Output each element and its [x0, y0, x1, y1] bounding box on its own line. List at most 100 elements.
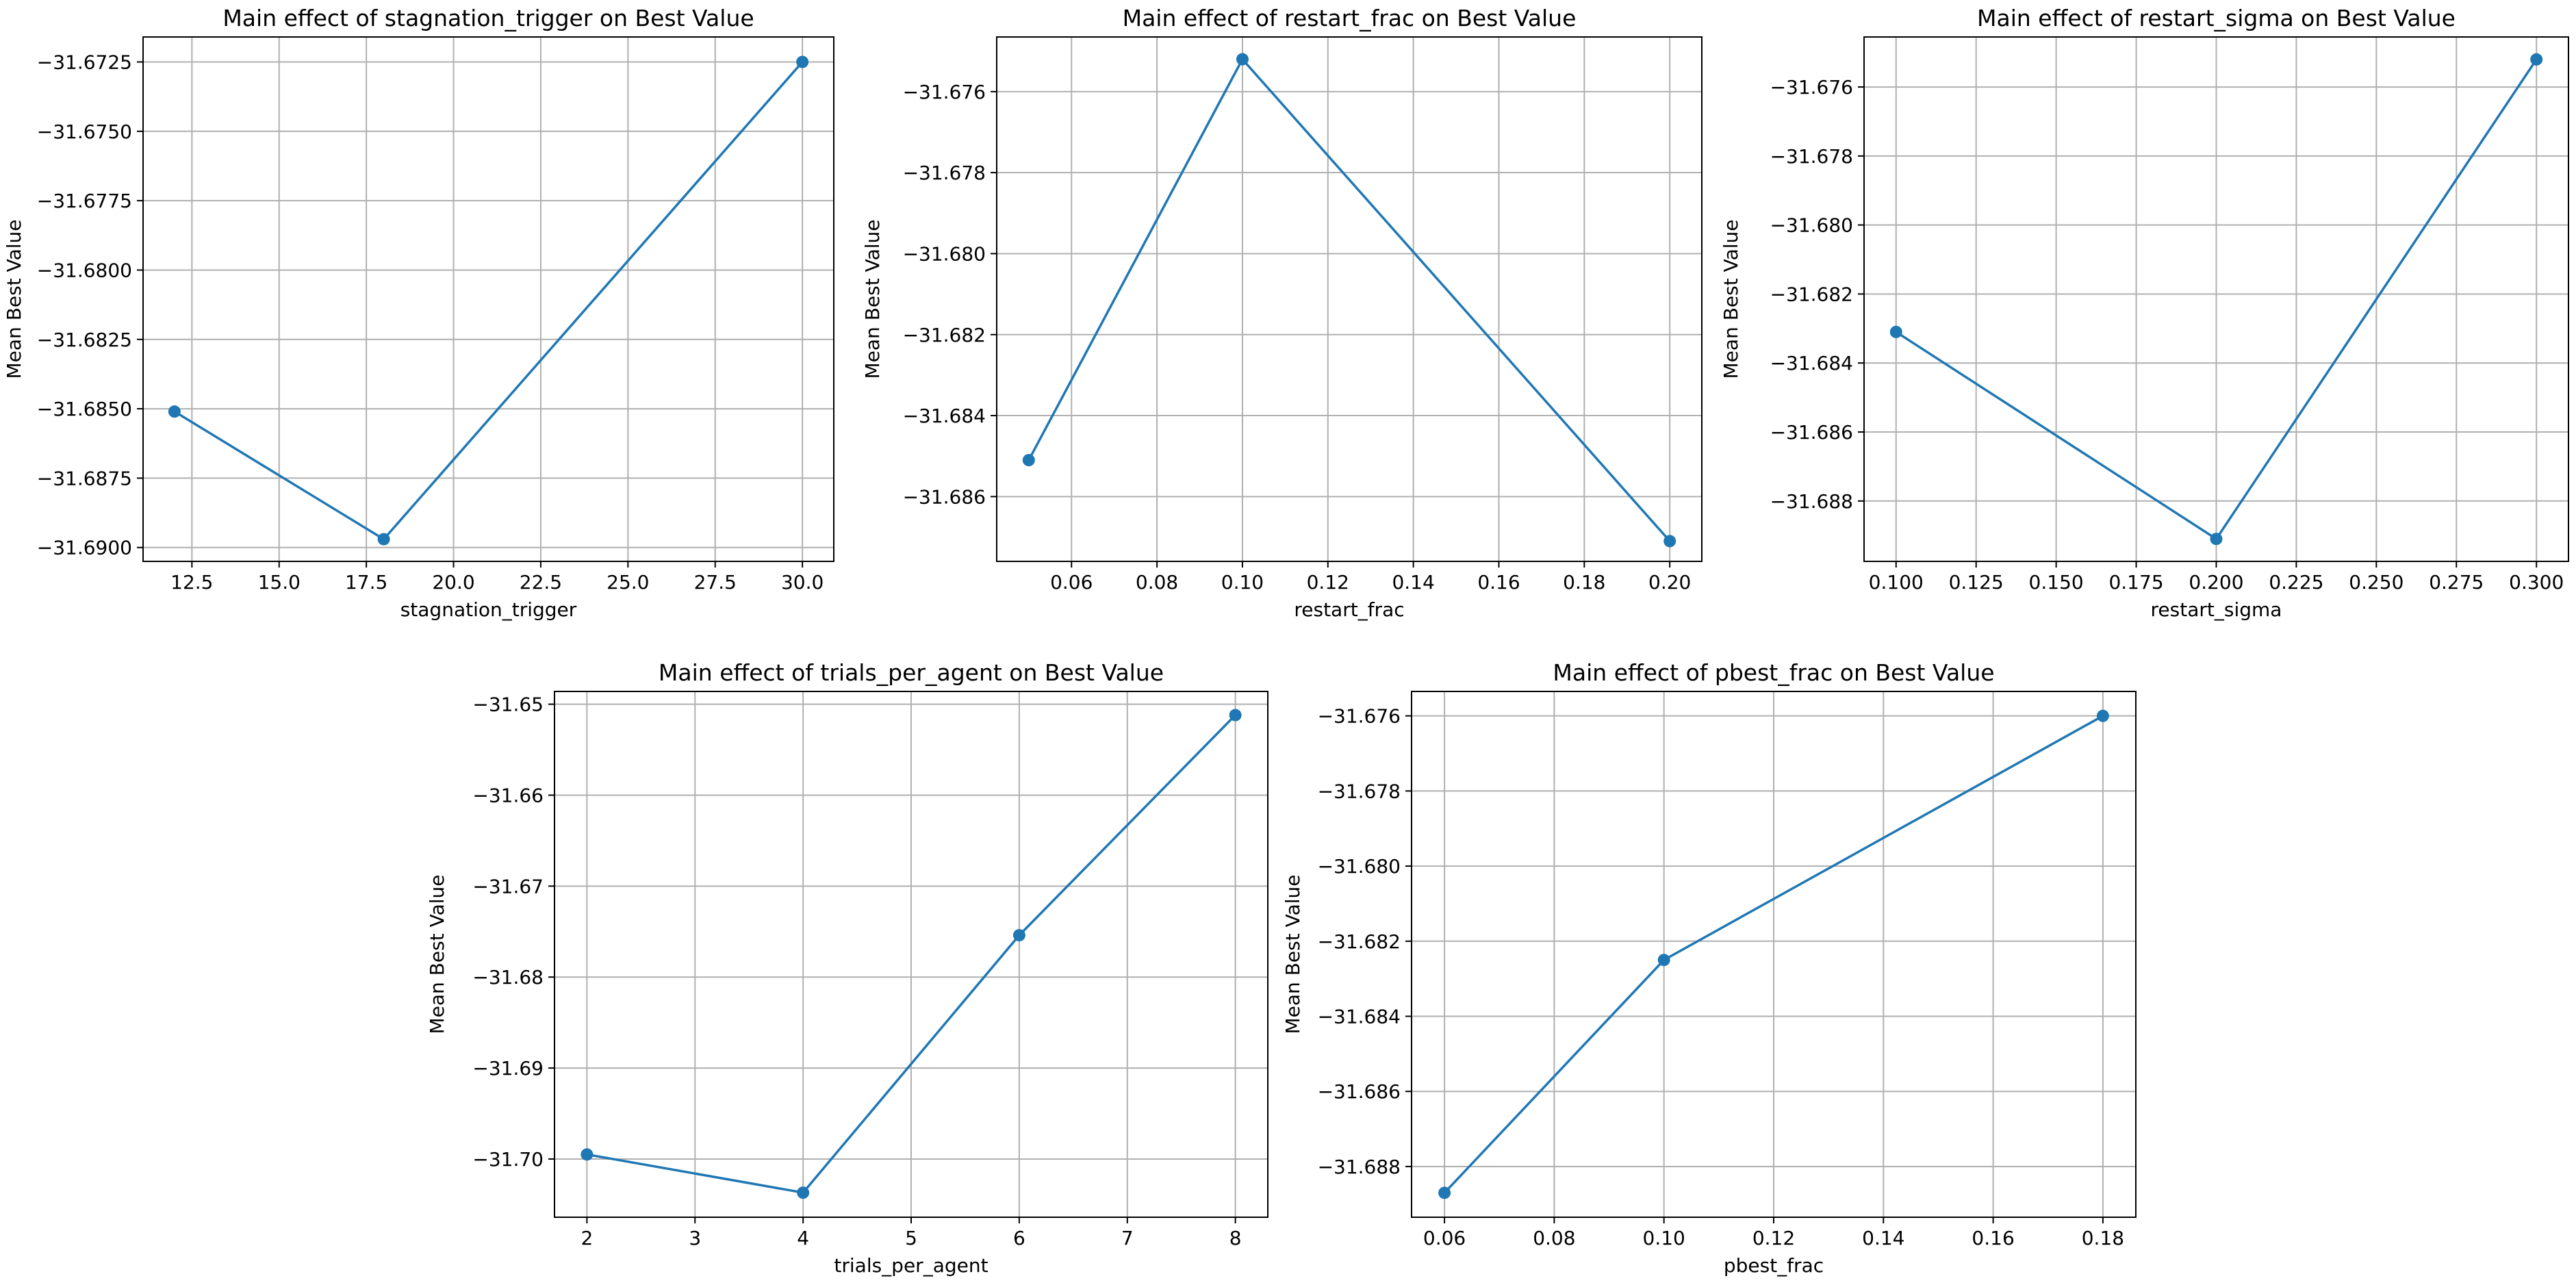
y-tick-label: −31.680: [1318, 855, 1401, 878]
plot-frame: [1863, 36, 2569, 562]
y-tick-label: −31.678: [1770, 145, 1853, 168]
data-point: [797, 1186, 810, 1199]
y-tick-label: −31.67: [472, 875, 544, 898]
y-tick-label: −31.6725: [37, 51, 132, 73]
data-point: [1229, 709, 1242, 722]
plot-frame: [1411, 691, 2137, 1218]
x-tick-label: 0.200: [2189, 571, 2243, 594]
y-tick-label: −31.6750: [37, 120, 132, 143]
chart-stagnation-trigger: 12.5 15.0 17.5 20.0 22.5 25.0 27.5 30.0 −31.6900…: [3, 5, 834, 621]
x-tick-label: 25.0: [607, 571, 649, 594]
series-line: [587, 714, 1236, 1194]
x-tick-label: 0.14: [1862, 1227, 1904, 1249]
x-tick-label: 0.14: [1392, 571, 1434, 594]
y-tick-label: −31.684: [903, 405, 986, 427]
x-tick-label: 0.100: [1869, 571, 1924, 594]
data-point: [1012, 929, 1025, 942]
data-point: [1022, 454, 1035, 467]
x-tick-label: 0.18: [1563, 571, 1605, 594]
y-tick-label: −31.66: [472, 784, 544, 806]
y-tick-label: −31.678: [903, 162, 986, 184]
x-axis-label: pbest_frac: [1724, 1254, 1824, 1277]
chart-trials-per-agent: 2 3 4 5 6 7 8 −31.70 −31.69 −31.68 −31.67 −31.66 −31…: [426, 659, 1268, 1277]
x-tick-label: 0.12: [1752, 1227, 1795, 1249]
y-tick-label: −31.676: [903, 81, 986, 103]
y-tick-label: −31.688: [1770, 490, 1853, 513]
x-axis-label: restart_sigma: [2151, 598, 2282, 621]
y-tick-label: −31.65: [472, 694, 544, 716]
data-point: [1438, 1186, 1451, 1199]
data-point: [2530, 53, 2543, 66]
y-tick-label: −31.686: [903, 485, 986, 508]
x-tick-label: 0.300: [2509, 571, 2564, 594]
chart-title: Main effect of restart_frac on Best Valu…: [1123, 5, 1577, 31]
plot-frame: [554, 691, 1268, 1218]
x-tick-label: 0.125: [1949, 571, 2004, 594]
x-tick-label: 0.16: [1477, 571, 1520, 594]
y-axis-label: Mean Best Value: [861, 220, 884, 379]
data-point: [1236, 53, 1249, 66]
plot-frame: [996, 36, 1703, 562]
x-tick-label: 0.150: [2029, 571, 2084, 594]
y-tick-label: −31.676: [1318, 705, 1401, 728]
y-tick-label: −31.682: [1770, 283, 1853, 305]
x-tick-label: 4: [797, 1227, 809, 1249]
x-tick-label: 0.18: [2082, 1227, 2124, 1249]
x-tick-label: 6: [1013, 1227, 1025, 1249]
x-axis-label: stagnation_trigger: [400, 598, 577, 621]
y-tick-label: −31.6900: [37, 537, 132, 559]
data-point: [2096, 709, 2109, 722]
x-tick-label: 2: [581, 1227, 593, 1249]
x-tick-label: 27.5: [694, 571, 737, 594]
x-tick-label: 0.275: [2429, 571, 2484, 594]
y-tick-label: −31.6825: [37, 329, 132, 351]
x-tick-label: 5: [905, 1227, 917, 1249]
chart-restart-sigma: 0.100 0.125 0.150 0.175 0.200 0.225 0.250 0.275…: [1720, 5, 2569, 621]
x-tick-label: 20.0: [432, 571, 474, 594]
x-tick-label: 7: [1121, 1227, 1134, 1249]
y-tick-label: −31.676: [1770, 76, 1853, 99]
x-tick-label: 0.10: [1221, 571, 1264, 594]
y-axis-label: Mean Best Value: [1281, 875, 1304, 1034]
y-tick-label: −31.680: [903, 242, 986, 265]
chart-title: Main effect of restart_sigma on Best Val…: [1977, 5, 2456, 31]
x-tick-label: 3: [689, 1227, 701, 1249]
data-point: [168, 405, 181, 418]
data-point: [581, 1148, 594, 1161]
x-axis-label: restart_frac: [1294, 598, 1404, 621]
y-tick-label: −31.688: [1318, 1156, 1401, 1178]
data-point: [1889, 325, 1902, 338]
y-tick-label: −31.6875: [37, 467, 132, 489]
y-tick-label: −31.6775: [37, 190, 132, 212]
y-axis-label: Mean Best Value: [3, 220, 25, 379]
x-tick-label: 30.0: [781, 571, 824, 594]
y-tick-label: −31.682: [1318, 930, 1401, 953]
x-tick-label: 0.10: [1643, 1227, 1685, 1249]
x-tick-label: 0.16: [1972, 1227, 2014, 1249]
x-tick-label: 12.5: [170, 571, 213, 594]
plot-frame: [142, 36, 834, 562]
y-axis-label: Mean Best Value: [426, 875, 448, 1034]
data-point: [1663, 535, 1676, 548]
x-tick-label: 0.175: [2108, 571, 2163, 594]
x-tick-label: 0.08: [1533, 1227, 1575, 1249]
y-tick-label: −31.70: [472, 1148, 544, 1171]
y-tick-label: −31.69: [472, 1057, 544, 1080]
y-tick-label: −31.680: [1770, 214, 1853, 237]
data-point: [2210, 533, 2223, 546]
x-tick-label: 8: [1229, 1227, 1242, 1249]
x-tick-label: 0.12: [1307, 571, 1349, 594]
data-point: [377, 533, 390, 546]
x-tick-label: 17.5: [345, 571, 387, 594]
data-point: [796, 55, 809, 68]
x-tick-label: 15.0: [258, 571, 301, 594]
y-axis-label: Mean Best Value: [1720, 220, 1742, 379]
x-tick-label: 0.06: [1050, 571, 1093, 594]
series-line: [1028, 57, 1671, 542]
y-tick-label: −31.68: [472, 966, 544, 989]
y-tick-label: −31.684: [1318, 1006, 1401, 1028]
y-tick-label: −31.686: [1318, 1080, 1401, 1103]
x-tick-label: 0.08: [1136, 571, 1178, 594]
x-axis-label: trials_per_agent: [834, 1254, 988, 1277]
